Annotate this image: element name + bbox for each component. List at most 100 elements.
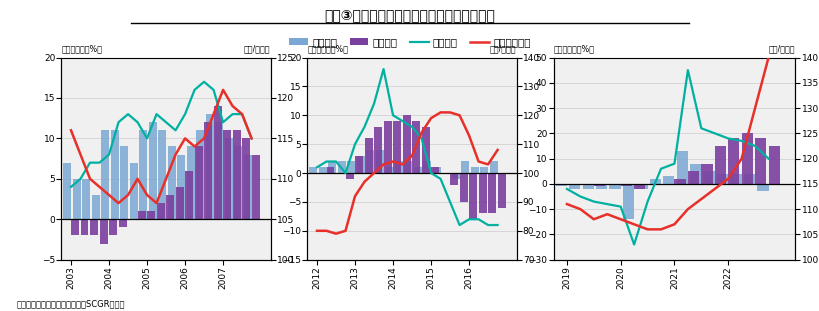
Bar — [756, 184, 767, 192]
Bar — [421, 127, 429, 173]
Bar — [593, 184, 604, 186]
Bar — [251, 155, 260, 219]
Bar — [177, 155, 185, 219]
Bar — [63, 163, 71, 219]
Bar — [767, 146, 779, 184]
Bar — [111, 130, 119, 219]
Bar — [166, 195, 174, 219]
Bar — [676, 151, 687, 184]
Bar — [242, 138, 250, 219]
Bar — [356, 156, 364, 173]
Bar — [138, 211, 145, 219]
Bar — [223, 130, 231, 219]
Legend: 輸出数量, 輸出価格, 輸出金額, ドル円（右）: 輸出数量, 輸出価格, 輸出金額, ドル円（右） — [285, 33, 534, 52]
Bar — [636, 184, 647, 189]
Bar — [413, 167, 421, 173]
Bar — [727, 138, 739, 184]
Bar — [194, 146, 202, 219]
Bar — [730, 174, 740, 184]
Text: （前年同期比%）: （前年同期比%） — [61, 44, 102, 53]
Bar — [167, 146, 175, 219]
Bar — [402, 115, 410, 173]
Bar — [740, 133, 752, 184]
Bar — [148, 122, 156, 219]
Bar — [375, 150, 383, 173]
Bar — [101, 130, 109, 219]
Bar — [478, 173, 486, 213]
Bar — [318, 167, 326, 173]
Bar — [451, 173, 459, 179]
Bar — [156, 203, 165, 219]
Bar — [385, 167, 392, 173]
Bar — [92, 195, 99, 219]
Bar — [337, 161, 345, 173]
Bar — [175, 187, 183, 219]
Bar — [215, 122, 223, 219]
Bar — [649, 179, 660, 184]
Bar — [690, 164, 700, 184]
Bar — [595, 184, 607, 189]
Bar — [119, 219, 126, 227]
Text: （前年同期比%）: （前年同期比%） — [307, 44, 348, 53]
Bar — [90, 219, 98, 235]
Bar — [80, 219, 88, 235]
Bar — [468, 173, 477, 219]
Bar — [392, 121, 400, 173]
Bar — [555, 184, 566, 186]
Bar — [326, 167, 334, 173]
Bar — [700, 164, 712, 184]
Bar — [412, 121, 419, 173]
Bar — [224, 138, 233, 219]
Bar — [432, 167, 440, 173]
Bar — [404, 161, 412, 173]
Text: （円/ドル）: （円/ドル） — [490, 44, 516, 53]
Bar — [703, 171, 714, 184]
Bar — [754, 138, 766, 184]
Bar — [479, 167, 487, 173]
Bar — [72, 179, 80, 219]
Bar — [460, 161, 468, 173]
Bar — [581, 184, 593, 189]
Bar — [233, 146, 242, 219]
Bar — [147, 211, 155, 219]
Bar — [99, 219, 107, 244]
Bar — [743, 174, 754, 184]
Bar — [364, 138, 372, 173]
Bar — [450, 173, 458, 185]
Bar — [609, 184, 620, 189]
Bar — [633, 184, 645, 189]
Bar — [497, 173, 505, 208]
Text: （円/ドル）: （円/ドル） — [768, 44, 794, 53]
Bar — [459, 173, 467, 202]
Bar — [568, 184, 580, 189]
Bar — [82, 179, 90, 219]
Bar — [620, 184, 631, 186]
Bar — [345, 173, 353, 179]
Bar — [663, 176, 674, 184]
Bar — [489, 161, 497, 173]
Bar — [158, 130, 166, 219]
Bar — [687, 171, 699, 184]
Bar — [383, 121, 391, 173]
Bar — [365, 150, 373, 173]
Bar — [204, 122, 212, 219]
Bar — [243, 155, 251, 219]
Bar — [394, 161, 402, 173]
Bar — [714, 146, 725, 184]
Text: （出所：財務省、日本銀行よりSCGR作成）: （出所：財務省、日本銀行よりSCGR作成） — [16, 299, 124, 308]
Bar — [622, 184, 633, 219]
Bar — [196, 130, 204, 219]
Bar — [423, 161, 431, 173]
Bar — [487, 173, 495, 213]
Bar — [213, 106, 221, 219]
Bar — [187, 146, 194, 219]
Text: （前年同期比%）: （前年同期比%） — [553, 44, 594, 53]
Bar — [185, 171, 192, 219]
Text: （円/ドル）: （円/ドル） — [244, 44, 270, 53]
Bar — [233, 130, 240, 219]
Bar — [206, 114, 213, 219]
Bar — [109, 219, 117, 235]
Bar — [120, 146, 128, 219]
Text: 図表③　ドル円相場と輸出金額・数量・価格: 図表③ ドル円相場と輸出金額・数量・価格 — [324, 8, 495, 22]
Bar — [309, 167, 317, 173]
